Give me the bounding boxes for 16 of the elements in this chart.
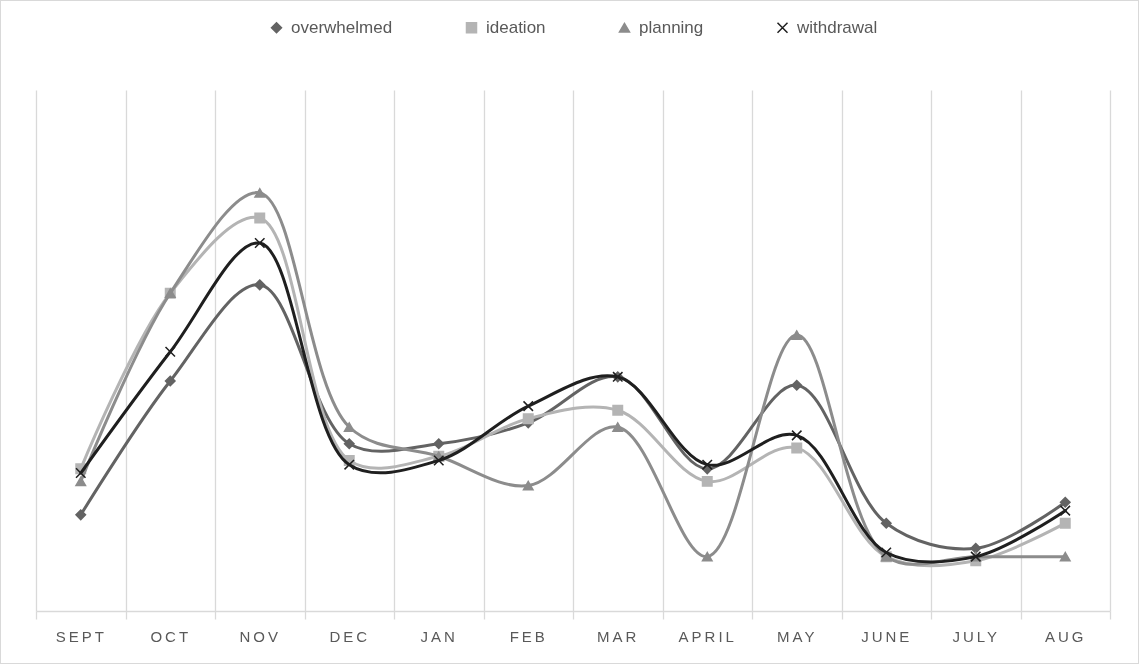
x-tick-label: JUNE xyxy=(861,627,913,645)
legend-label: ideation xyxy=(486,17,546,37)
legend-label: overwhelmed xyxy=(291,17,393,37)
x-tick-label: APRIL xyxy=(678,627,737,645)
x-tick-label: MAY xyxy=(777,627,818,645)
x-tick-label: MAR xyxy=(597,627,640,645)
x-tick-label: OCT xyxy=(150,627,192,645)
x-tick-label: DEC xyxy=(329,627,371,645)
legend-label: planning xyxy=(639,17,704,37)
x-tick-label: JULY xyxy=(952,627,1001,645)
x-tick-label: NOV xyxy=(239,627,282,645)
x-tick-label: JAN xyxy=(420,627,458,645)
x-tick-label: FEB xyxy=(509,627,548,645)
x-tick-label: AUG xyxy=(1044,627,1087,645)
x-tick-label: SEPT xyxy=(55,627,107,645)
legend-label: withdrawal xyxy=(796,17,878,37)
